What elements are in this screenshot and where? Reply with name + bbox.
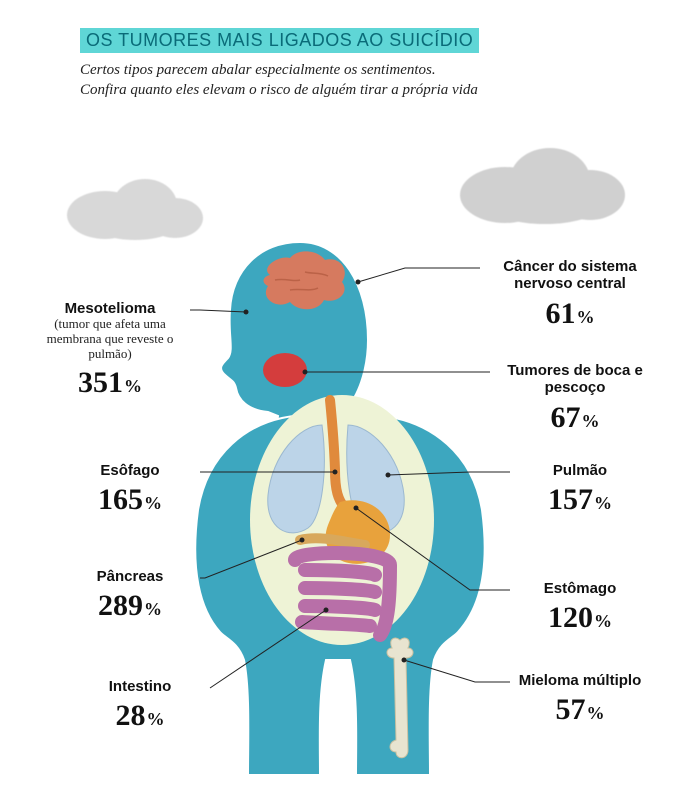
- cloud-left: [60, 170, 210, 240]
- label-value-mesothelioma: 351%: [30, 366, 190, 400]
- subtitle-line1: Certos tipos parecem abalar especialment…: [80, 62, 436, 78]
- label-cns: Câncer do sistema nervoso central 61%: [480, 258, 660, 331]
- label-name-esophagus: Esôfago: [60, 462, 200, 479]
- title-block: OS TUMORES MAIS LIGADOS AO SUICÍDIO: [80, 28, 479, 53]
- label-pancreas: Pâncreas 289%: [60, 568, 200, 623]
- label-name-mesothelioma: Mesotelioma: [30, 300, 190, 317]
- label-esophagus: Esôfago 165%: [60, 462, 200, 517]
- label-name-mouthneck: Tumores de boca e pescoço: [490, 362, 660, 397]
- cloud-right: [450, 140, 630, 225]
- label-value-esophagus: 165%: [60, 483, 200, 517]
- title: OS TUMORES MAIS LIGADOS AO SUICÍDIO: [80, 28, 479, 53]
- label-value-stomach: 120%: [510, 601, 650, 635]
- label-value-mouthneck: 67%: [490, 401, 660, 435]
- label-myeloma: Mieloma múltiplo 57%: [510, 672, 650, 727]
- label-value-intestine: 28%: [70, 699, 210, 733]
- label-stomach: Estômago 120%: [510, 580, 650, 635]
- label-value-pancreas: 289%: [60, 589, 200, 623]
- label-name-myeloma: Mieloma múltiplo: [510, 672, 650, 689]
- subtitle-line2: Confira quanto eles elevam o risco de al…: [80, 82, 478, 98]
- label-value-cns: 61%: [480, 297, 660, 331]
- body-figure: [190, 240, 490, 780]
- label-mouthneck: Tumores de boca e pescoço 67%: [490, 362, 660, 435]
- label-name-intestine: Intestino: [70, 678, 210, 695]
- subtitle: Certos tipos parecem abalar especialment…: [80, 60, 478, 101]
- label-name-pancreas: Pâncreas: [60, 568, 200, 585]
- label-mesothelioma: Mesotelioma(tumor que afeta uma membrana…: [30, 300, 190, 400]
- label-lung: Pulmão 157%: [510, 462, 650, 517]
- label-value-myeloma: 57%: [510, 693, 650, 727]
- label-name-cns: Câncer do sistema nervoso central: [480, 258, 660, 293]
- label-value-lung: 157%: [510, 483, 650, 517]
- label-note-mesothelioma: (tumor que afeta uma membrana que revest…: [30, 317, 190, 362]
- label-name-stomach: Estômago: [510, 580, 650, 597]
- label-intestine: Intestino 28%: [70, 678, 210, 733]
- label-name-lung: Pulmão: [510, 462, 650, 479]
